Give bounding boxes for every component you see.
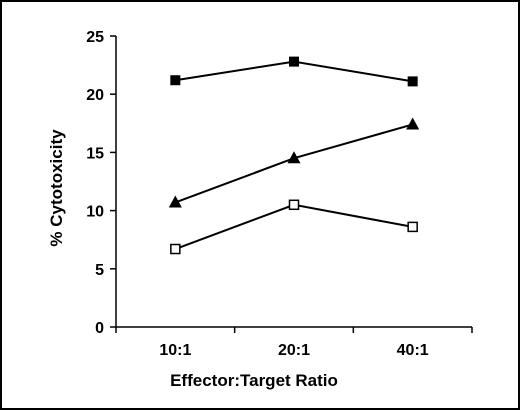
y-tick-label: 25 [86,29,104,46]
y-tick-label: 20 [86,87,104,104]
data-point-filled-triangle [287,151,301,164]
x-axis-title: Effector:Target Ratio [170,371,338,390]
x-tick-label: 40:1 [397,342,429,359]
data-point-open-square [288,199,300,211]
data-point-filled-square [407,76,418,87]
series-line [174,203,413,250]
y-tick-label: 0 [95,320,104,337]
y-tick-label: 10 [86,204,104,221]
y-axis-title: % Cytotoxicity [47,129,66,247]
data-point-filled-triangle [406,117,420,130]
y-tick-label: 15 [86,145,104,162]
x-tick-label: 10:1 [159,342,191,359]
data-point-filled-triangle [168,195,182,208]
x-tick-label: 20:1 [278,342,310,359]
y-tick-label: 5 [95,262,104,279]
data-point-open-square [170,243,181,255]
data-point-filled-square [170,75,181,86]
x-ticks: 10:1 20:1 40:1 [115,327,473,359]
data-point-open-square [407,221,418,233]
data-point-filled-square [289,56,299,67]
series-layer [168,56,420,255]
series-1 [170,56,418,87]
axes [115,36,472,328]
series-3 [170,199,418,255]
series-2 [168,117,420,208]
y-ticks: 0 5 10 15 20 25 [86,29,116,337]
series-line [174,123,413,204]
